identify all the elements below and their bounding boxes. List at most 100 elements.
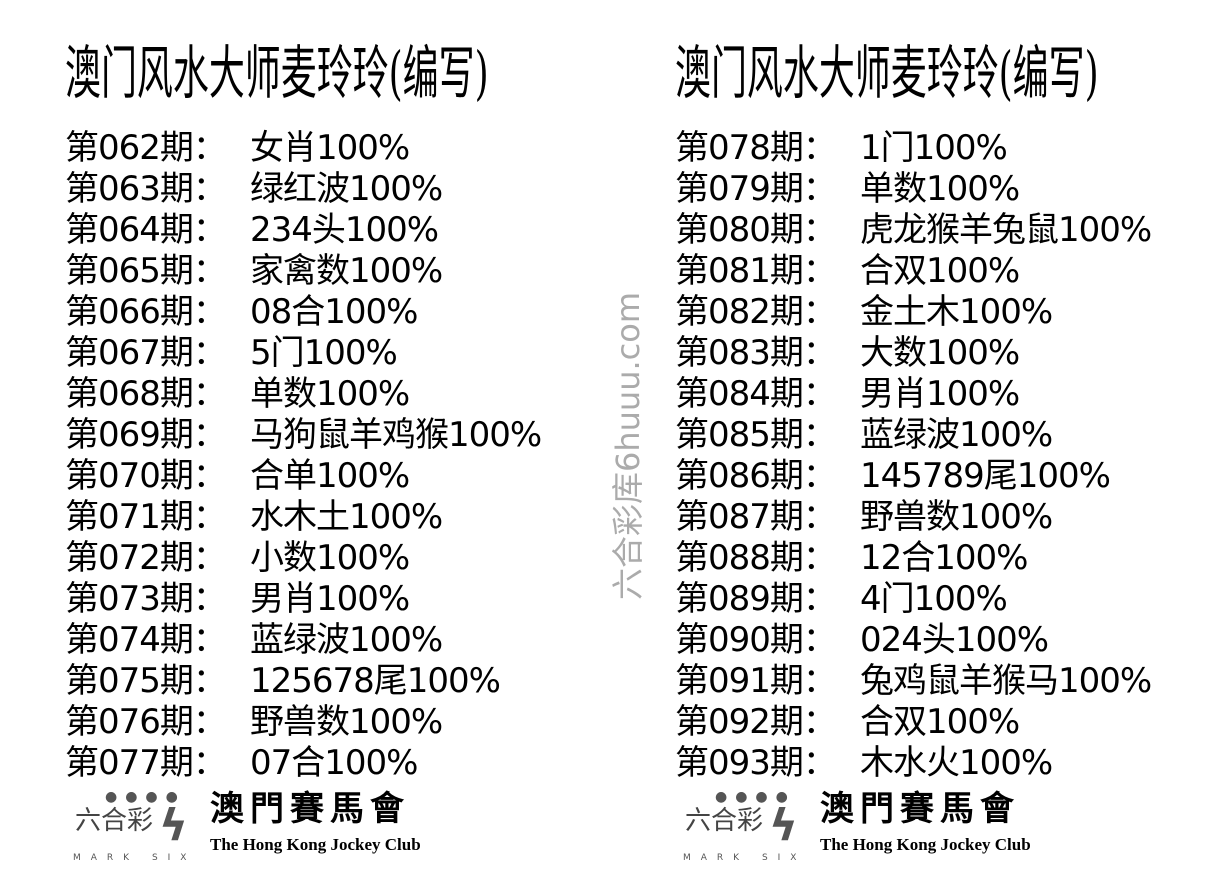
prediction-row: 第081期： 合双100% — [675, 251, 1151, 292]
prediction-row: 第071期： 水木土100% — [65, 497, 541, 538]
prediction-value: 大数100% — [860, 333, 1020, 373]
period-label: 第089期： — [675, 579, 837, 619]
prediction-row: 第074期： 蓝绿波100% — [65, 620, 541, 661]
prediction-value: 蓝绿波100% — [250, 620, 443, 660]
mark-six-en: MARK SIX — [683, 853, 807, 863]
club-name-en: The Hong Kong Jockey Club — [820, 835, 1031, 854]
period-label: 第079期： — [675, 169, 837, 209]
period-label: 第067期： — [65, 333, 227, 373]
mark-six-en: MARK SIX — [73, 853, 197, 863]
prediction-row: 第062期： 女肖100% — [65, 128, 541, 169]
prediction-row: 第079期： 单数100% — [675, 169, 1151, 210]
prediction-row: 第091期： 兔鸡鼠羊猴马100% — [675, 661, 1152, 702]
period-label: 第086期： — [675, 456, 837, 496]
period-label: 第087期： — [675, 497, 837, 537]
period-label: 第091期： — [675, 661, 837, 701]
club-name-zh: 澳門賽馬會 — [820, 789, 1020, 829]
prediction-value: 单数100% — [860, 169, 1020, 209]
prediction-row: 第075期： 125678尾100% — [65, 661, 541, 702]
prediction-list: 第078期： 1门100% 第079期： 单数100% 第080期： 虎龙猴羊兔鼠100%… — [675, 128, 1152, 784]
prediction-row: 第073期： 男肖100% — [65, 579, 541, 620]
lightning-icon: ϟ — [769, 800, 799, 851]
period-label: 第083期： — [675, 333, 837, 373]
jockey-club-logo: ●●●● 六合彩 ϟ MARK SIX 澳門賽馬會 The Hong Kong … — [675, 790, 1115, 870]
period-label: 第090期： — [675, 620, 837, 660]
prediction-row: 第072期： 小数100% — [65, 538, 541, 579]
period-label: 第072期： — [65, 538, 227, 578]
prediction-value: 1门100% — [860, 128, 1008, 168]
prediction-value: 水木土100% — [250, 497, 443, 537]
prediction-value: 125678尾100% — [250, 661, 501, 701]
prediction-row: 第090期： 024头100% — [675, 620, 1151, 661]
period-label: 第081期： — [675, 251, 837, 291]
period-label: 第071期： — [65, 497, 227, 537]
prediction-row: 第089期： 4门100% — [675, 579, 1151, 620]
prediction-row: 第068期： 单数100% — [65, 374, 541, 415]
prediction-value: 5门100% — [250, 333, 398, 373]
period-label: 第085期： — [675, 415, 837, 455]
dots-decoration: ●●●● — [105, 789, 186, 805]
lightning-icon: ϟ — [159, 800, 189, 851]
period-label: 第063期： — [65, 169, 227, 209]
prediction-value: 234头100% — [250, 210, 439, 250]
mark-six-logo-text: 六合彩 — [75, 806, 154, 836]
prediction-value: 绿红波100% — [250, 169, 443, 209]
prediction-row: 第084期： 男肖100% — [675, 374, 1151, 415]
column-title: 澳门风水大师麦玲玲(编写) — [65, 39, 489, 107]
prediction-row: 第064期： 234头100% — [65, 210, 541, 251]
prediction-value: 男肖100% — [250, 579, 410, 619]
period-label: 第082期： — [675, 292, 837, 332]
prediction-value: 07合100% — [250, 743, 418, 783]
prediction-row: 第067期： 5门100% — [65, 333, 541, 374]
period-label: 第075期： — [65, 661, 227, 701]
prediction-row: 第088期： 12合100% — [675, 538, 1151, 579]
period-label: 第070期： — [65, 456, 227, 496]
prediction-value: 08合100% — [250, 292, 418, 332]
mark-six-logo-text: 六合彩 — [685, 806, 764, 836]
period-label: 第069期： — [65, 415, 227, 455]
jockey-club-logo: ●●●● 六合彩 ϟ MARK SIX 澳門賽馬會 The Hong Kong … — [65, 790, 505, 870]
period-label: 第062期： — [65, 128, 227, 168]
club-name-zh: 澳門賽馬會 — [210, 789, 410, 829]
prediction-value: 合单100% — [250, 456, 410, 496]
period-label: 第076期： — [65, 702, 227, 742]
prediction-value: 小数100% — [250, 538, 410, 578]
prediction-row: 第085期： 蓝绿波100% — [675, 415, 1151, 456]
prediction-row: 第069期： 马狗鼠羊鸡猴100% — [65, 415, 542, 456]
period-label: 第088期： — [675, 538, 837, 578]
prediction-row: 第077期： 07合100% — [65, 743, 541, 784]
prediction-value: 家禽数100% — [250, 251, 443, 291]
prediction-value: 合双100% — [860, 702, 1020, 742]
prediction-value: 男肖100% — [860, 374, 1020, 414]
prediction-value: 蓝绿波100% — [860, 415, 1053, 455]
prediction-value: 合双100% — [860, 251, 1020, 291]
prediction-row: 第083期： 大数100% — [675, 333, 1151, 374]
period-label: 第084期： — [675, 374, 837, 414]
prediction-row: 第076期： 野兽数100% — [65, 702, 541, 743]
prediction-value: 4门100% — [860, 579, 1008, 619]
prediction-value: 野兽数100% — [860, 497, 1053, 537]
prediction-value: 野兽数100% — [250, 702, 443, 742]
period-label: 第065期： — [65, 251, 227, 291]
prediction-value: 单数100% — [250, 374, 410, 414]
prediction-value: 马狗鼠羊鸡猴100% — [250, 415, 542, 455]
prediction-value: 145789尾100% — [860, 456, 1111, 496]
column-title: 澳门风水大师麦玲玲(编写) — [675, 39, 1099, 107]
period-label: 第073期： — [65, 579, 227, 619]
period-label: 第092期： — [675, 702, 837, 742]
period-label: 第066期： — [65, 292, 227, 332]
prediction-row: 第087期： 野兽数100% — [675, 497, 1151, 538]
prediction-value: 木水火100% — [860, 743, 1053, 783]
prediction-row: 第070期： 合单100% — [65, 456, 541, 497]
dots-decoration: ●●●● — [715, 789, 796, 805]
period-label: 第074期： — [65, 620, 227, 660]
period-label: 第080期： — [675, 210, 837, 250]
prediction-row: 第080期： 虎龙猴羊兔鼠100% — [675, 210, 1152, 251]
period-label: 第068期： — [65, 374, 227, 414]
period-label: 第077期： — [65, 743, 227, 783]
prediction-row: 第063期： 绿红波100% — [65, 169, 541, 210]
prediction-value: 兔鸡鼠羊猴马100% — [860, 661, 1152, 701]
prediction-value: 12合100% — [860, 538, 1028, 578]
prediction-row: 第082期： 金土木100% — [675, 292, 1151, 333]
